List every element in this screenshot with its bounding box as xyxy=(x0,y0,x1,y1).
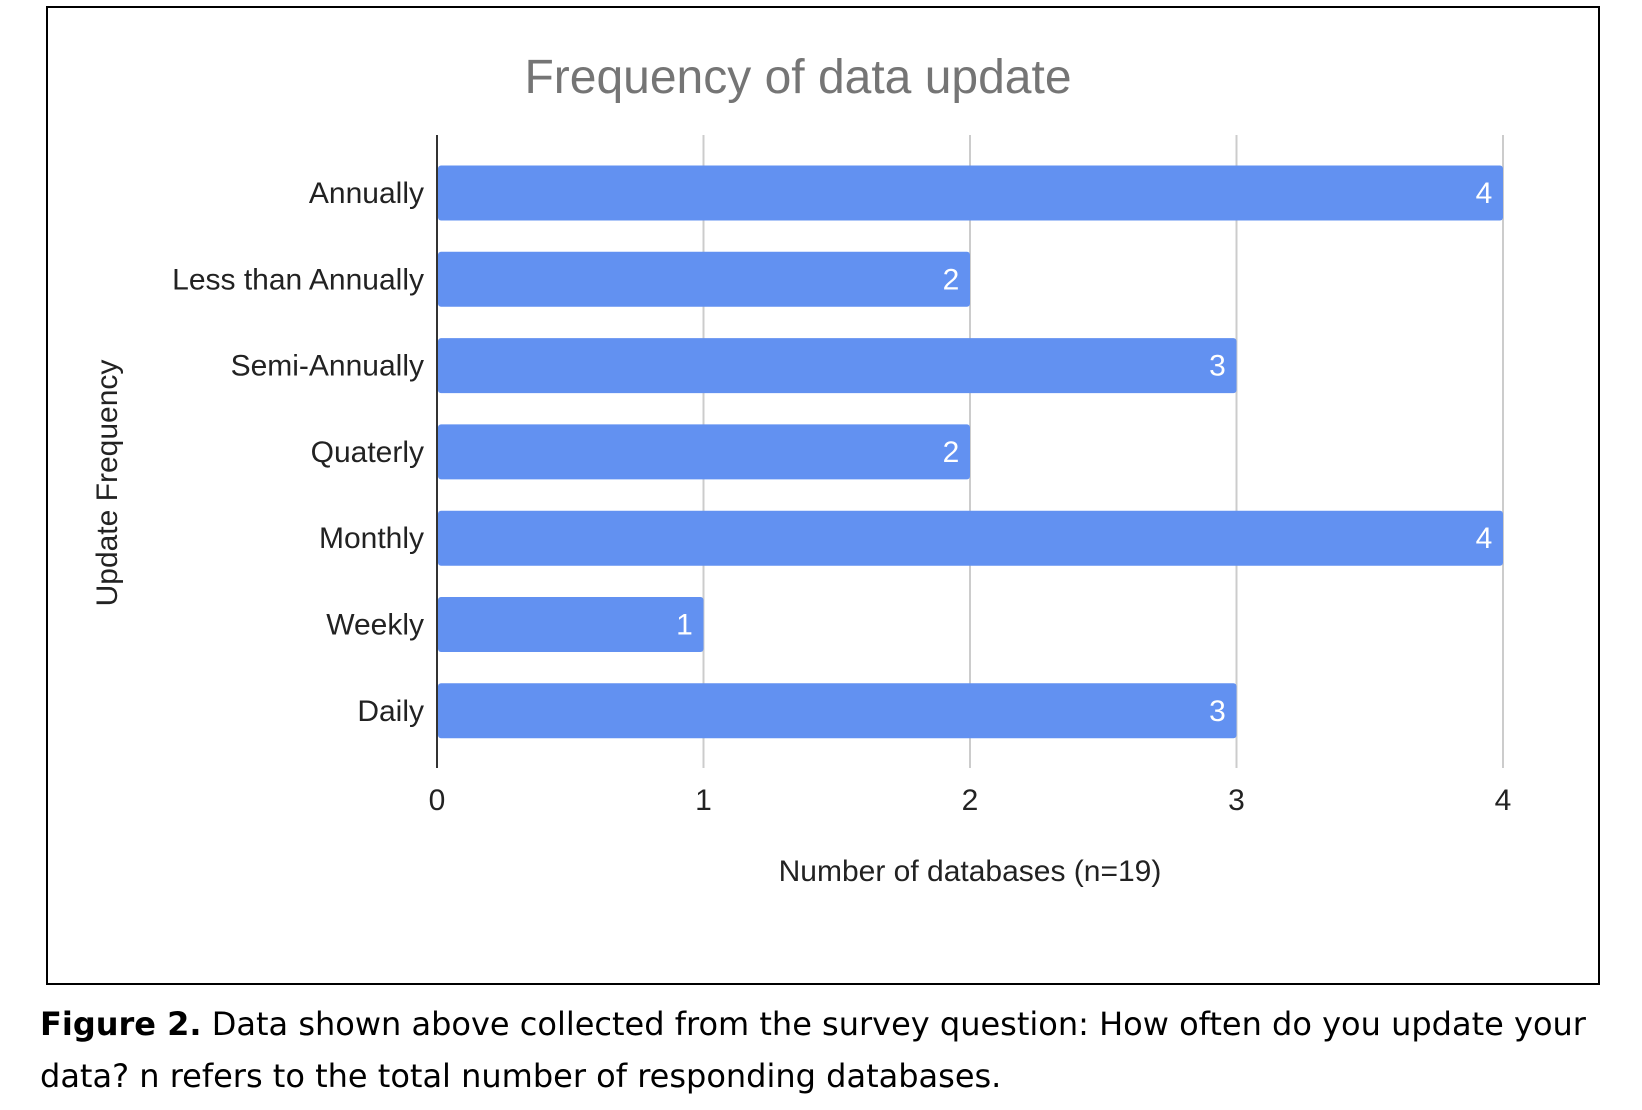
bar xyxy=(438,338,1237,394)
category-label: Weekly xyxy=(326,609,424,642)
bars: 4 2 3 2 4 1 3 xyxy=(438,165,1503,739)
x-tick-label: 2 xyxy=(962,784,979,817)
caption-text: Data shown above collected from the surv… xyxy=(40,1005,1586,1095)
chart-title: Frequency of data update xyxy=(524,51,1071,104)
category-label: Monthly xyxy=(319,522,424,555)
x-tick-label: 4 xyxy=(1495,784,1512,817)
y-axis-title: Update Frequency xyxy=(91,360,124,607)
bar xyxy=(438,683,1237,739)
bar xyxy=(438,597,704,652)
x-tick-label: 1 xyxy=(695,784,712,817)
bar xyxy=(438,424,970,480)
caption-label: Figure 2. xyxy=(40,1005,202,1043)
category-label: Annually xyxy=(309,177,424,210)
bar xyxy=(438,510,1503,566)
category-label: Less than Annually xyxy=(172,263,424,296)
x-tick-label: 3 xyxy=(1228,784,1245,817)
category-label: Semi-Annually xyxy=(231,350,424,383)
x-tick-label: 0 xyxy=(429,784,446,817)
data-label: 4 xyxy=(1476,522,1493,555)
data-label: 2 xyxy=(943,436,960,469)
category-label: Quaterly xyxy=(311,436,424,469)
data-label: 1 xyxy=(676,609,693,642)
figure-caption: Figure 2. Data shown above collected fro… xyxy=(40,998,1620,1102)
data-label: 3 xyxy=(1209,695,1226,728)
category-label: Daily xyxy=(357,695,424,728)
axes: 0 1 2 3 4 Annually Less than Annually Semi-Annu… xyxy=(172,135,1511,817)
bar xyxy=(438,251,970,307)
data-label: 3 xyxy=(1209,350,1226,383)
chart-frame: 4 2 3 2 4 1 3 0 1 2 3 4 Annually Less than Annually S… xyxy=(46,6,1600,985)
data-label: 4 xyxy=(1476,177,1493,210)
x-axis-title: Number of databases (n=19) xyxy=(779,855,1162,888)
bar xyxy=(438,165,1503,221)
bar-chart: 4 2 3 2 4 1 3 0 1 2 3 4 Annually Less than Annually S… xyxy=(91,51,1511,888)
data-label: 2 xyxy=(943,263,960,296)
